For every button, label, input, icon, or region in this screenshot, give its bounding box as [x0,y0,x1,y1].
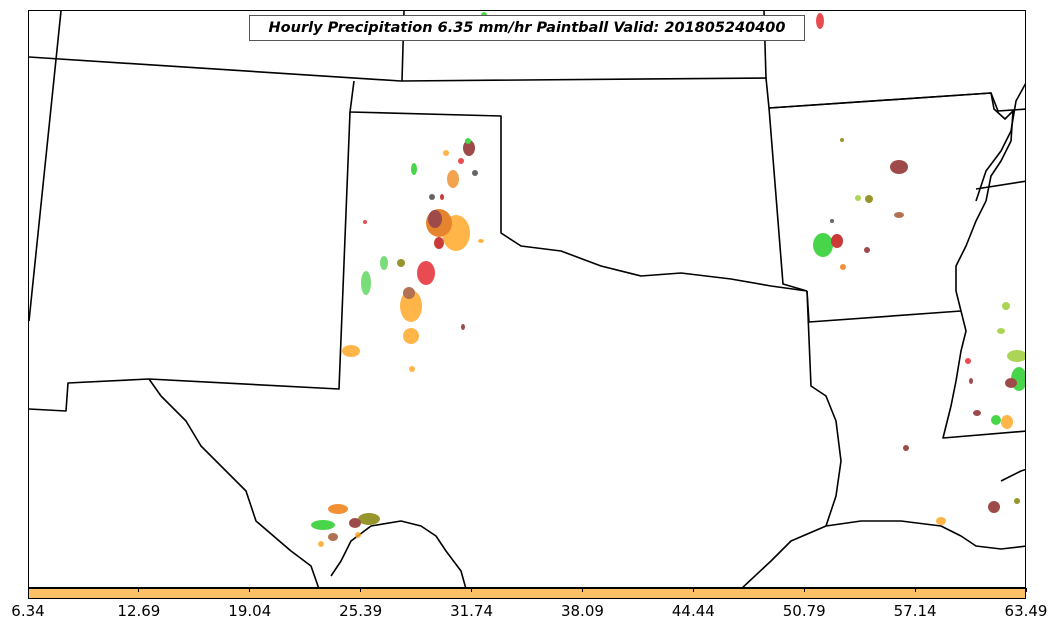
precipitation-map [29,11,1025,587]
colorbar-tick-label: 6.34 [11,602,45,620]
map-title: Hourly Precipitation 6.35 mm/hr Paintbal… [249,15,805,41]
map-panel [28,10,1026,588]
arkansas-border [768,92,1014,312]
colorbar-tick-mark [249,588,251,592]
paintball-red-tiny [363,220,367,224]
texas-east-border [806,290,842,527]
paintball-dark-small [429,194,435,200]
mississippi-east [975,180,1025,190]
paintball-orange-stx3 [355,532,361,538]
paintball-orange-ms [1001,415,1013,429]
mississippi-river-east [975,82,1025,202]
paintball-red-ms [965,358,971,364]
oklahoma-east [768,107,808,292]
paintball-brown-stx2 [328,533,338,541]
paintball-brown-mid [403,287,415,299]
paintball-green-stx [311,520,335,530]
louisiana-coast [741,520,1025,587]
state-boundaries [29,11,1025,587]
colorbar-tick-label: 50.79 [782,602,826,620]
colorbar-tick-mark [27,588,29,592]
paintball-orange-la [936,517,946,525]
paintball-red-north [458,158,464,164]
paintball-brown [428,210,442,228]
paintball-dark-ar [830,219,834,223]
colorbar [28,588,1026,599]
paintball-olive-ar3 [840,138,844,142]
colorbar-tick-label: 38.09 [560,602,604,620]
colorbar-tick-label: 31.74 [450,602,494,620]
precipitation-paintballs [311,12,1025,547]
colorbar-tick-mark [138,588,140,592]
nm-west-border [148,111,351,397]
paintball-olive-nm [397,259,405,267]
paintball-brown-ms2 [973,410,981,416]
paintball-olive-stx [358,513,380,525]
paintball-brown-tiny [461,324,465,330]
colorbar-tick-mark [914,588,916,592]
paintball-dark-north [472,170,478,176]
paintball-orange-stx [328,504,348,514]
colorbar-tick-mark [471,588,473,592]
paintball-orange-stx2 [318,541,324,547]
paintball-olive-la [1014,498,1020,504]
paintball-orange-north [447,170,459,188]
paintball-green-north [465,138,471,144]
paintball-orange-low [403,328,419,344]
colorbar-tick-label: 63.49 [1004,602,1048,620]
paintball-brown-la [988,501,1000,513]
paintball-green-nm2 [380,256,388,270]
paintball-red-small [434,237,444,249]
paintball-brown-north [463,140,475,156]
paintball-orange-west [342,345,360,357]
colorbar-tick-label: 19.04 [228,602,272,620]
paintball-red [417,261,435,285]
colorbar-tick-label: 12.69 [117,602,161,620]
colorbar-tick-mark [803,588,805,592]
paintball-orange-ar [840,264,846,270]
wyoming-border [29,11,62,322]
paintball-brown-ms3 [969,378,973,384]
colorbar-tick-label: 44.44 [671,602,715,620]
colorbar-tick-label: 57.14 [893,602,937,620]
paintball-brown-ar3 [864,247,870,253]
ar-la-border [806,290,962,323]
paintball-olive-ar2 [855,195,861,201]
paintball-green-ar [813,233,833,257]
paintball-olive-ms2 [1002,302,1010,310]
paintball-green-nm [361,271,371,295]
paintball-red-ks [816,13,824,29]
new-mexico-border [349,80,808,292]
paintball-green-small [411,163,417,175]
paintball-orange-small [478,239,484,243]
paintball-brown-stx [349,518,361,528]
paintball-brown-ms [1005,378,1017,388]
colorbar-tick-mark [360,588,362,592]
texas-border [160,395,320,587]
paintball-orange-mid [400,290,422,322]
colorado-north-border [29,56,1025,112]
paintball-red-small2 [440,194,444,200]
paintball-orange-ne [443,150,449,156]
paintball-olive-ar [865,195,873,203]
colorbar-tick-mark [581,588,583,592]
colorbar-tick-label: 25.39 [339,602,383,620]
louisiana-delta [1000,468,1025,482]
paintball-green-ms2 [991,415,1001,425]
texas-gulf-coast [330,520,467,587]
colorbar-tick-mark [692,588,694,592]
paintball-brown-la2 [903,445,909,451]
mississippi-south [942,310,1025,439]
paintball-red-ar [831,234,843,248]
arizona-border [29,378,150,412]
paintball-olive-ms [1007,350,1025,362]
paintball-brown-ar [890,160,908,174]
paintball-orange-small2 [409,366,415,372]
paintball-olive-ms3 [997,328,1005,334]
colorbar-tick-mark [1025,588,1027,592]
paintball-brown-ar2 [894,212,904,218]
